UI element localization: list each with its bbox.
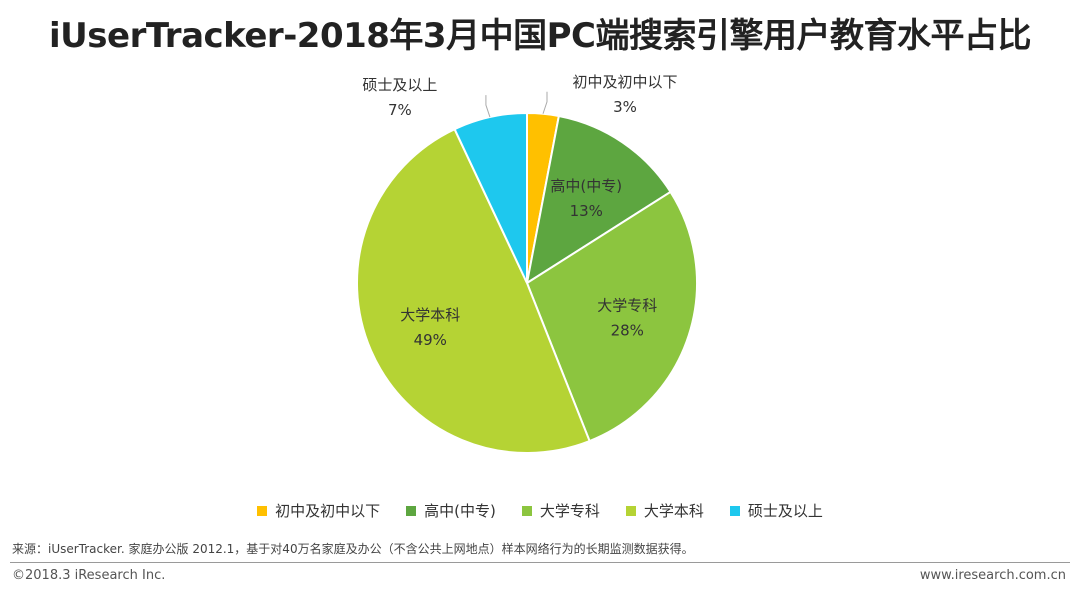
legend-item-高中中专: 高中(中专) (406, 500, 496, 521)
slice-value-大学专科: 28% (611, 322, 644, 340)
slice-label-大学专科: 大学专科 (597, 297, 657, 315)
leader-line-初中及初中以下 (542, 91, 548, 114)
legend-swatch (625, 505, 636, 516)
slice-value-高中中专: 13% (570, 202, 603, 220)
legend-label: 大学专科 (539, 502, 600, 520)
legend-label: 大学本科 (643, 502, 704, 520)
legend-swatch (521, 505, 532, 516)
leader-line-硕士及以上 (485, 95, 491, 118)
legend-item-硕士及以上: 硕士及以上 (729, 500, 823, 521)
website-url: www.iresearch.com.cn (919, 568, 1066, 583)
legend-swatch (257, 505, 268, 516)
source-note: 来源：iUserTracker. 家庭办公版 2012.1，基于对40万名家庭及… (12, 542, 694, 556)
footer-divider (10, 562, 1070, 563)
slice-value-初中及初中以下: 3% (613, 98, 637, 116)
copyright-text: ©2018.3 iResearch Inc. (12, 568, 166, 583)
pie-slice-高中中专 (525, 114, 672, 286)
slice-label-硕士及以上: 硕士及以上 (362, 76, 437, 94)
legend-item-大学本科: 大学本科 (625, 500, 704, 521)
legend-swatch (406, 505, 417, 516)
legend-item-大学专科: 大学专科 (521, 500, 600, 521)
pie-slice-硕士及以上 (453, 111, 528, 284)
chart-title: iUserTracker-2018年3月中国PC端搜索引擎用户教育水平占比 (49, 16, 1031, 56)
chart-legend: 初中及初中以下 高中(中专) 大学专科 大学本科 硕士及以上 (0, 500, 1080, 521)
legend-item-初中及初中以下: 初中及初中以下 (257, 500, 380, 521)
slice-label-大学本科: 大学本科 (400, 306, 460, 324)
slice-label-初中及初中以下: 初中及初中以下 (572, 73, 677, 91)
slice-value-硕士及以上: 7% (388, 101, 412, 119)
legend-label: 初中及初中以下 (275, 502, 381, 520)
legend-label: 高中(中专) (424, 502, 496, 520)
legend-swatch (729, 505, 740, 516)
legend-label: 硕士及以上 (747, 502, 823, 520)
slice-label-高中中专: 高中(中专) (550, 177, 622, 195)
slice-value-大学本科: 49% (414, 331, 447, 349)
pie-slice-大学本科 (355, 127, 591, 454)
pie-slice-大学专科 (525, 190, 698, 443)
